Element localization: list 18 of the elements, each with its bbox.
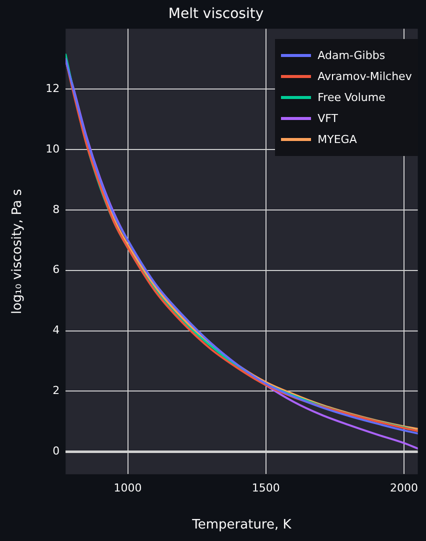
y-tick-label: 6 xyxy=(52,263,60,276)
legend-label: MYEGA xyxy=(318,132,357,146)
y-axis-title: log₁₀ viscosity, Pa s xyxy=(10,188,26,314)
x-tick-label: 1500 xyxy=(252,482,280,495)
y-tick-label: 2 xyxy=(52,384,60,398)
x-axis-title: Temperature, K xyxy=(191,518,292,533)
legend-label: Free Volume xyxy=(318,90,386,104)
y-tick-label: 4 xyxy=(52,324,60,337)
y-tick-label: 10 xyxy=(46,142,60,156)
legend-label: Avramov-Milchev xyxy=(318,70,412,83)
y-tick-label: 8 xyxy=(52,202,60,216)
x-tick-label: 2000 xyxy=(390,482,418,495)
x-tick-label: 1000 xyxy=(114,482,142,495)
y-tick-label: 12 xyxy=(46,82,60,96)
legend-label: VFT xyxy=(318,112,338,125)
chart-title: Melt viscosity xyxy=(168,6,264,22)
legend-label: Adam-Gibbs xyxy=(318,48,386,62)
y-tick-label: 0 xyxy=(52,444,60,458)
